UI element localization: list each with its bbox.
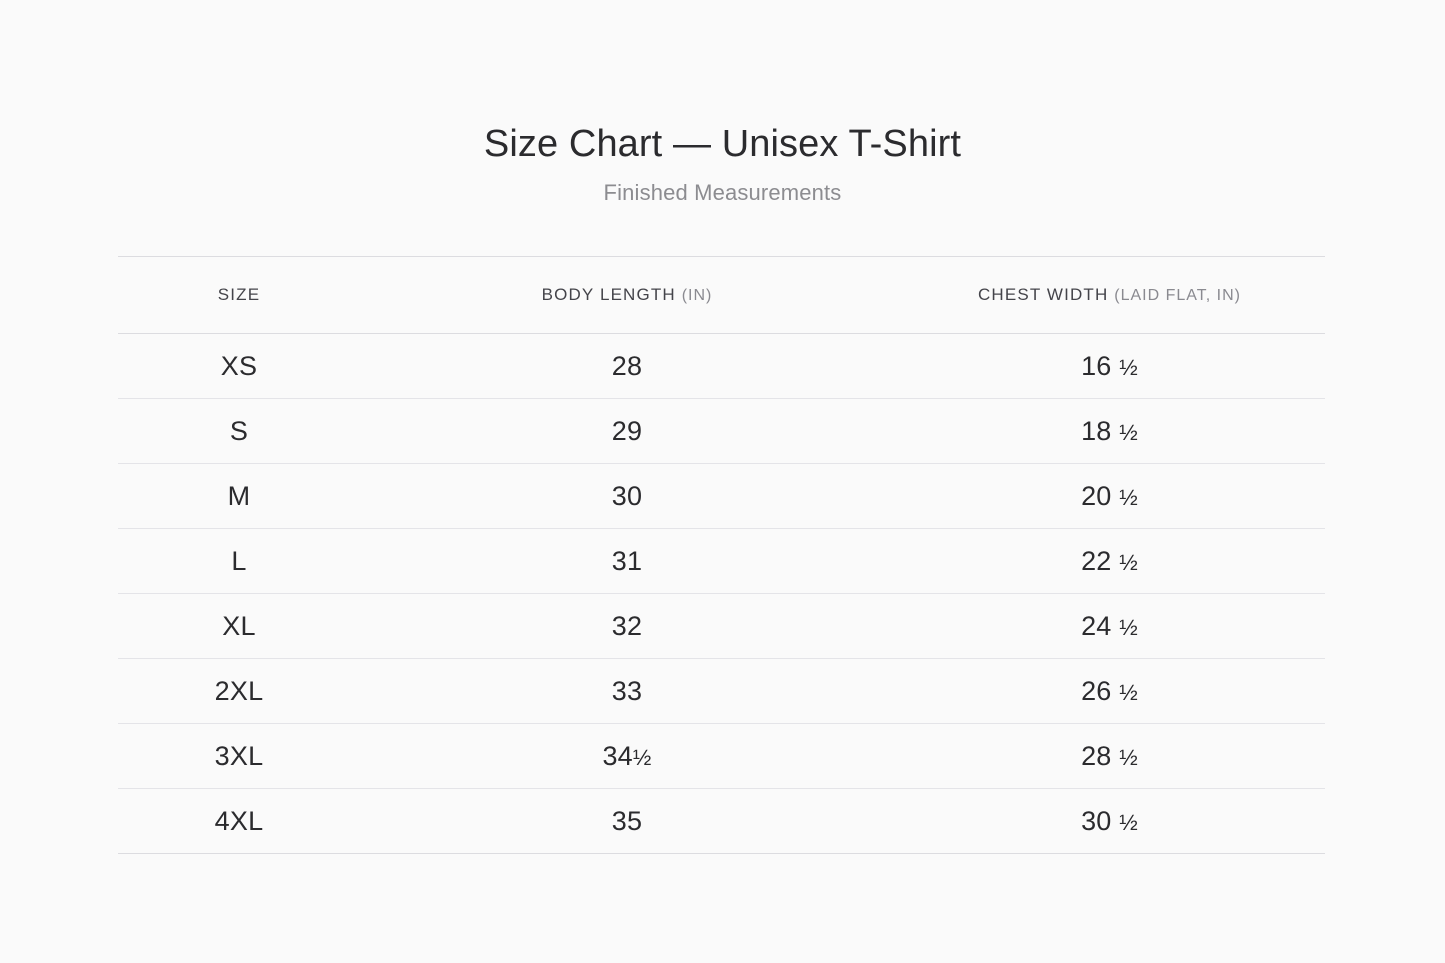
cell-size: 4XL: [118, 788, 360, 854]
cell-body-length: 31: [360, 528, 894, 594]
column-header-body-length-label: BODY LENGTH: [541, 285, 676, 304]
table-row: M 30 20 ½: [118, 463, 1325, 529]
table-row: 2XL 33 26 ½: [118, 658, 1325, 724]
cell-chest-width: 24 ½: [894, 593, 1325, 659]
cell-size: XS: [118, 333, 360, 399]
column-header-size: SIZE: [118, 256, 360, 334]
cell-size: M: [118, 463, 360, 529]
cell-size: XL: [118, 593, 360, 659]
fraction-glyph: ½: [1119, 614, 1138, 640]
fraction-glyph: ½: [1119, 744, 1138, 770]
cell-chest-width: 26 ½: [894, 658, 1325, 724]
cell-body-length: 35: [360, 788, 894, 854]
table-row: L 31 22 ½: [118, 528, 1325, 594]
cell-size: S: [118, 398, 360, 464]
cell-body-length: 29: [360, 398, 894, 464]
page-title: Size Chart — Unisex T-Shirt: [483, 123, 962, 165]
fraction-glyph: ½: [1119, 549, 1138, 575]
cell-size: 3XL: [118, 723, 360, 789]
cell-chest-width: 16 ½: [894, 333, 1325, 399]
cell-body-length: 34½: [360, 723, 894, 789]
heading-block: Size Chart — Unisex T-Shirt Finished Mea…: [0, 118, 1445, 208]
cell-size: 2XL: [118, 658, 360, 724]
table-header-row: SIZE BODY LENGTH (IN) CHEST WIDTH (LAID …: [118, 256, 1325, 334]
table-row: XL 32 24 ½: [118, 593, 1325, 659]
table-header: SIZE BODY LENGTH (IN) CHEST WIDTH (LAID …: [118, 256, 1325, 334]
cell-body-length: 33: [360, 658, 894, 724]
cell-body-length: 28: [360, 333, 894, 399]
page-subtitle: Finished Measurements: [603, 180, 842, 205]
table-row: XS 28 16 ½: [118, 333, 1325, 399]
table-row: 4XL 35 30 ½: [118, 788, 1325, 854]
table-row: S 29 18 ½: [118, 398, 1325, 464]
fraction-glyph: ½: [1119, 419, 1138, 445]
fraction-glyph: ½: [632, 744, 652, 770]
size-table: SIZE BODY LENGTH (IN) CHEST WIDTH (LAID …: [118, 256, 1325, 854]
column-header-chest-width-label: CHEST WIDTH: [978, 285, 1109, 304]
cell-chest-width: 30 ½: [894, 788, 1325, 854]
fraction-glyph: ½: [1119, 354, 1138, 380]
cell-chest-width: 22 ½: [894, 528, 1325, 594]
fraction-glyph: ½: [1119, 809, 1138, 835]
fraction-glyph: ½: [1119, 679, 1138, 705]
table-body: XS 28 16 ½ S 29 18 ½ M 30 20 ½ L 31: [118, 333, 1325, 854]
column-header-chest-width-unit: (LAID FLAT, IN): [1114, 287, 1241, 304]
column-header-size-label: SIZE: [217, 285, 261, 304]
cell-chest-width: 18 ½: [894, 398, 1325, 464]
cell-chest-width: 28 ½: [894, 723, 1325, 789]
cell-body-length: 32: [360, 593, 894, 659]
cell-body-length: 30: [360, 463, 894, 529]
fraction-glyph: ½: [1119, 484, 1138, 510]
table-row: 3XL 34½ 28 ½: [118, 723, 1325, 789]
cell-size: L: [118, 528, 360, 594]
column-header-body-length: BODY LENGTH (IN): [360, 256, 894, 334]
size-table-container: SIZE BODY LENGTH (IN) CHEST WIDTH (LAID …: [118, 256, 1325, 854]
cell-chest-width: 20 ½: [894, 463, 1325, 529]
column-header-body-length-unit: (IN): [681, 287, 713, 304]
column-header-chest-width: CHEST WIDTH (LAID FLAT, IN): [894, 256, 1325, 334]
